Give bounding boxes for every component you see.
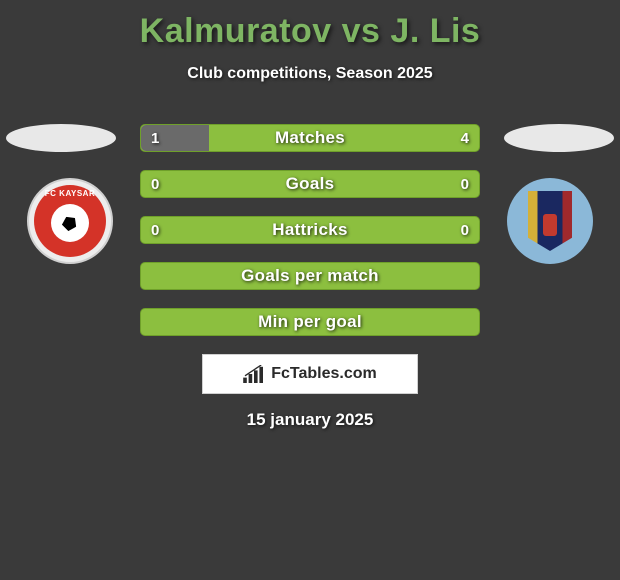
bar-value-right: 0 — [461, 222, 469, 239]
stat-bar: Matches1 4 — [140, 124, 480, 152]
subtitle: Club competitions, Season 2025 — [0, 65, 620, 83]
bar-label: Goals — [141, 174, 479, 194]
bar-label: Matches — [141, 128, 479, 148]
pennant-icon — [528, 191, 572, 251]
badge-left-label: FC KAYSAR — [34, 189, 106, 198]
watermark: FcTables.com — [202, 354, 418, 394]
bar-value-right: 0 — [461, 176, 469, 193]
bar-value-right: 4 — [461, 130, 469, 147]
page-title: Kalmuratov vs J. Lis — [0, 0, 620, 51]
bar-label: Min per goal — [141, 312, 479, 332]
club-badge-left: FC KAYSAR — [27, 178, 113, 264]
comparison-bars: Matches14Goals00Hattricks00Goals per mat… — [140, 124, 480, 354]
stat-bar: Hattricks0 0 — [140, 216, 480, 244]
soccer-ball-icon — [51, 204, 89, 242]
stat-bar: Goals per match — [140, 262, 480, 290]
date: 15 january 2025 — [0, 410, 620, 430]
club-badge-right — [507, 178, 593, 264]
stat-bar: Min per goal — [140, 308, 480, 336]
watermark-text: FcTables.com — [271, 365, 377, 383]
player-left-oval — [6, 124, 116, 152]
player-right-oval — [504, 124, 614, 152]
bar-value-left: 0 — [151, 176, 159, 193]
bar-label: Goals per match — [141, 266, 479, 286]
bar-chart-icon — [243, 365, 265, 383]
stat-bar: Goals0 0 — [140, 170, 480, 198]
bar-label: Hattricks — [141, 220, 479, 240]
bar-value-left: 0 — [151, 222, 159, 239]
bar-value-left: 1 — [151, 130, 159, 147]
